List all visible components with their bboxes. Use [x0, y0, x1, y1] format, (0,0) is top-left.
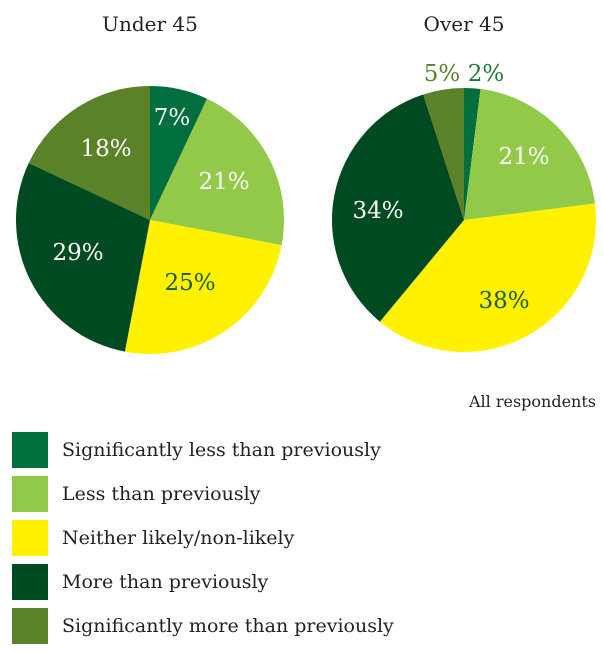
legend-item-significantly-more: Significantly more than previously — [12, 608, 394, 644]
pie-over-45: Over 45 2% 21% 38% 34% 5% — [331, 12, 597, 353]
pie-slice-less — [150, 98, 285, 246]
legend-item-more: More than previously — [12, 564, 394, 600]
pie-slice-significantly-less — [464, 88, 481, 220]
legend-item-less: Less than previously — [12, 476, 394, 512]
legend-item-neither: Neither likely/non-likely — [12, 520, 394, 556]
legend-label: Significantly less than previously — [62, 439, 381, 461]
pie-slice-less — [464, 89, 595, 220]
all-respondents-note: All respondents — [468, 392, 596, 411]
legend-item-significantly-less: Significantly less than previously — [12, 432, 394, 468]
legend-label: Less than previously — [62, 483, 261, 505]
legend-swatch — [12, 564, 48, 600]
slice-label-significantly-less: 7% — [154, 105, 191, 131]
pie-slice-significantly-more — [28, 85, 150, 220]
slice-label-more: 29% — [52, 240, 103, 266]
slice-label-neither: 25% — [164, 270, 215, 296]
slice-label-significantly-less: 2% — [468, 61, 505, 87]
chart-title-over-45: Over 45 — [424, 12, 505, 36]
pie-under-45: Under 45 7% 21% 25% 29% 18% — [15, 12, 285, 355]
legend-swatch — [12, 608, 48, 644]
slice-label-more: 34% — [352, 198, 403, 224]
slice-label-less: 21% — [198, 169, 249, 195]
legend-label: More than previously — [62, 571, 269, 593]
chart-title-under-45: Under 45 — [102, 12, 198, 36]
slice-label-significantly-more: 5% — [424, 61, 461, 87]
legend: Significantly less than previously Less … — [12, 432, 394, 652]
slice-label-significantly-more: 18% — [80, 136, 131, 162]
legend-swatch — [12, 476, 48, 512]
legend-label: Neither likely/non-likely — [62, 527, 295, 549]
slice-label-less: 21% — [498, 144, 549, 170]
slice-label-neither: 38% — [478, 288, 529, 314]
pie-slice-more — [15, 162, 150, 352]
legend-swatch — [12, 520, 48, 556]
pie-slice-significantly-more — [423, 88, 464, 220]
legend-swatch — [12, 432, 48, 468]
pie-slice-neither — [124, 220, 282, 355]
pie-slice-significantly-less — [150, 86, 208, 220]
pie-slice-neither — [379, 203, 597, 353]
pie-slice-more — [331, 94, 464, 322]
legend-label: Significantly more than previously — [62, 615, 394, 637]
